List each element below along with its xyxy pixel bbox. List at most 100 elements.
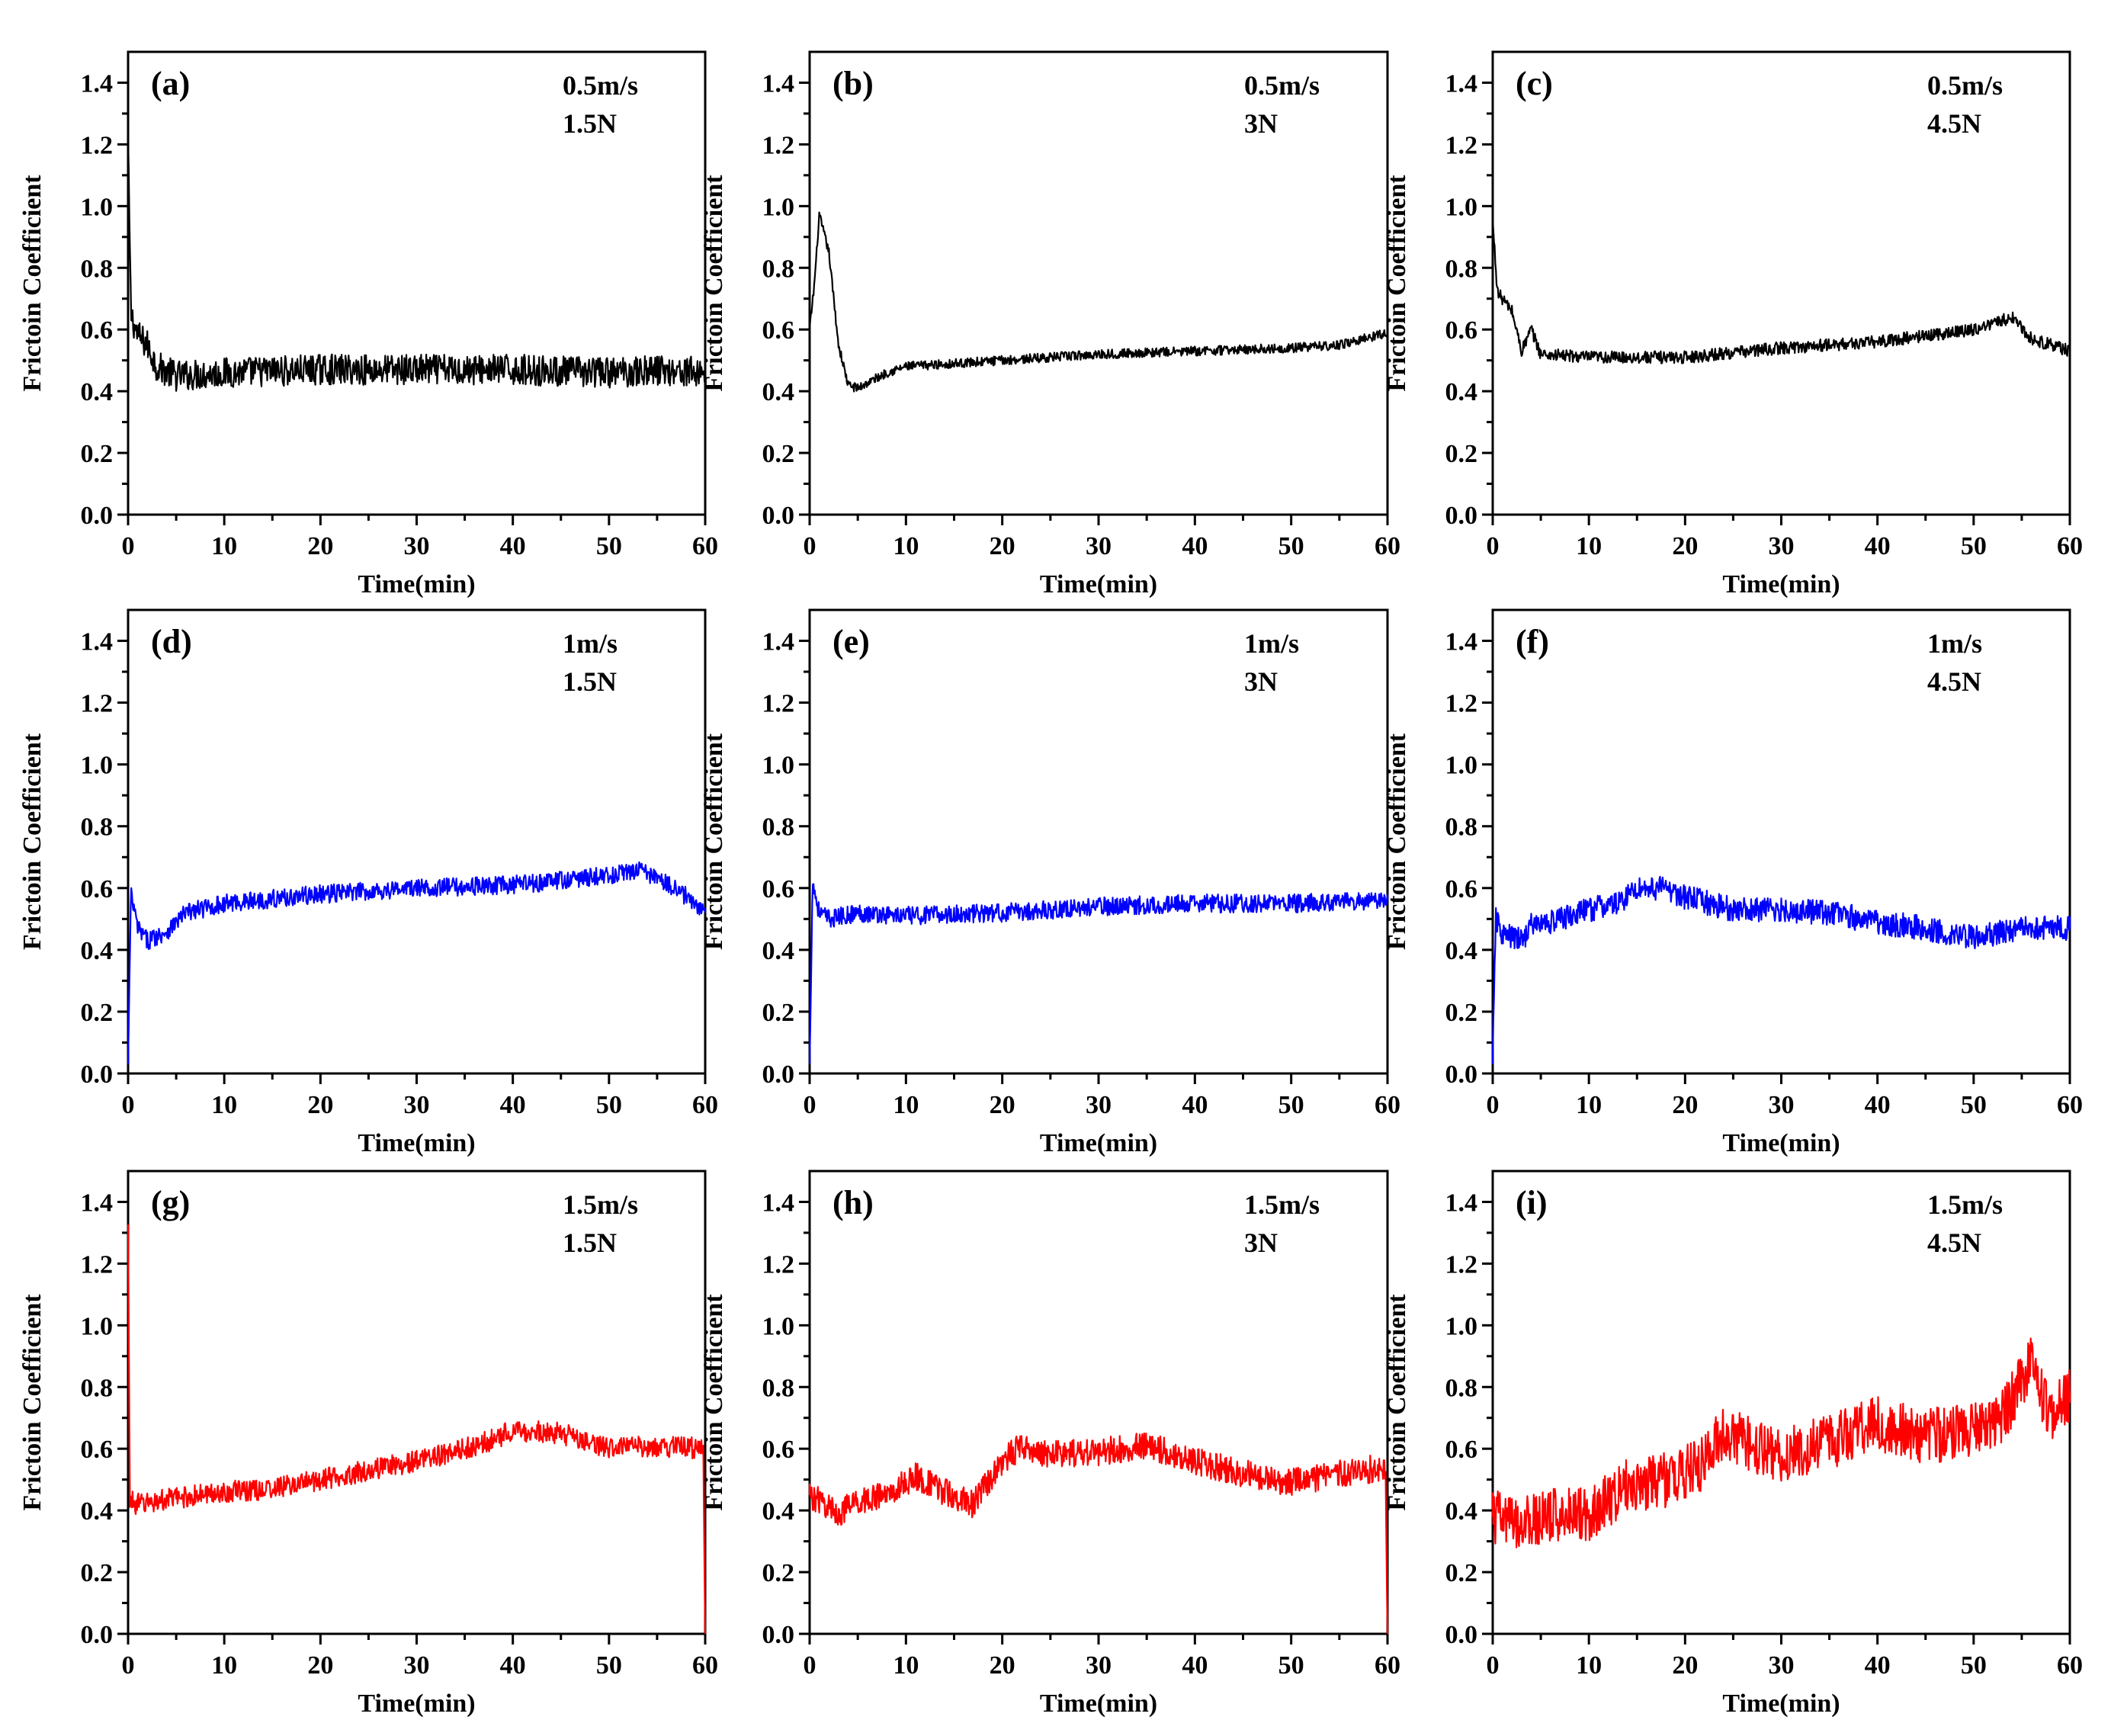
y-tick-label: 1.2: [1445, 690, 1478, 718]
y-tick-label: 1.2: [762, 690, 795, 718]
y-tick-label: 0.6: [762, 875, 795, 903]
x-tick-label: 0: [1487, 1651, 1500, 1680]
y-tick-label: 1.4: [81, 628, 114, 656]
y-tick-label: 0.0: [81, 1061, 114, 1089]
x-tick-label: 30: [1769, 532, 1795, 560]
y-tick-label: 0.2: [762, 1559, 795, 1587]
speed-label: 1m/s: [1244, 628, 1299, 659]
y-tick-label: 0.8: [762, 813, 795, 842]
x-tick-label: 10: [211, 1091, 237, 1119]
load-label: 4.5N: [1927, 666, 1981, 697]
y-tick-label: 0.4: [762, 378, 795, 406]
x-axis-title: Time(min): [1040, 1129, 1157, 1157]
chart-panel-i: 0 10 20 30 40 50 60 0.0 0.2 0.4 0.6 0.8 1.0 1.2 1.4 Tim…: [1383, 1170, 2083, 1718]
chart-panel-a: 0 10 20 30 40 50 60 0.0 0.2 0.4 0.6 0.8 1.0 1.2 1.4 Tim…: [18, 50, 718, 598]
y-axis-title: Frictoin Coefficient: [18, 175, 47, 392]
y-tick-label: 0.6: [81, 316, 114, 345]
load-label: 4.5N: [1927, 108, 1981, 139]
y-axis-title: Frictoin Coefficient: [18, 733, 47, 950]
x-tick-label: 50: [1278, 1091, 1304, 1119]
chart-panel-b: 0 10 20 30 40 50 60 0.0 0.2 0.4 0.6 0.8 1.0 1.2 1.4 Tim…: [700, 50, 1400, 598]
y-tick-label: 1.4: [1445, 69, 1478, 98]
y-tick-label: 0.8: [1445, 1374, 1478, 1402]
y-tick-label: 0.6: [762, 1436, 795, 1464]
y-tick-label: 1.2: [762, 131, 795, 159]
y-tick-label: 1.4: [762, 69, 795, 98]
x-tick-label: 50: [1961, 532, 1987, 560]
x-tick-label: 40: [1182, 532, 1208, 560]
series-line-e: [808, 883, 1389, 1064]
chart-panel-g: 0 10 20 30 40 50 60 0.0 0.2 0.4 0.6 0.8 1.0 1.2 1.4 Tim…: [18, 1170, 718, 1718]
x-axis-title: Time(min): [1722, 1689, 1840, 1718]
y-tick-label: 0.0: [1445, 1621, 1478, 1649]
speed-label: 1.5m/s: [1244, 1189, 1320, 1220]
x-tick-label: 10: [1576, 1091, 1602, 1119]
y-tick-label: 0.4: [1445, 378, 1478, 406]
panel-label: (g): [151, 1184, 190, 1221]
chart-panel-c: 0 10 20 30 40 50 60 0.0 0.2 0.4 0.6 0.8 1.0 1.2 1.4 Tim…: [1383, 50, 2083, 598]
panel-label: (e): [833, 623, 870, 660]
speed-label: 0.5m/s: [1927, 70, 2003, 101]
x-tick-label: 60: [1375, 1091, 1400, 1119]
y-tick-label: 0.4: [762, 937, 795, 965]
chart-panel-h: 0 10 20 30 40 50 60 0.0 0.2 0.4 0.6 0.8 1.0 1.2 1.4 Tim…: [700, 1170, 1400, 1718]
x-tick-label: 10: [211, 1651, 237, 1680]
panel-label: (i): [1516, 1184, 1548, 1221]
chart-panel-e: 0 10 20 30 40 50 60 0.0 0.2 0.4 0.6 0.8 1.0 1.2 1.4 Tim…: [700, 608, 1400, 1157]
x-tick-label: 20: [1672, 532, 1698, 560]
x-tick-label: 0: [1487, 532, 1500, 560]
x-tick-label: 0: [804, 1651, 816, 1680]
x-tick-label: 10: [893, 1091, 919, 1119]
y-tick-label: 0.4: [81, 378, 114, 406]
speed-label: 1m/s: [1927, 628, 1982, 659]
series-line-g: [127, 1224, 707, 1635]
speed-label: 1.5m/s: [1927, 1189, 2003, 1220]
y-axis-title: Frictoin Coefficient: [1383, 175, 1411, 392]
panel-label: (c): [1516, 65, 1553, 102]
plot-frame: [1491, 1170, 2071, 1635]
x-tick-label: 50: [1961, 1651, 1987, 1680]
y-tick-label: 0.6: [81, 875, 114, 903]
y-tick-label: 0.8: [762, 255, 795, 283]
x-tick-label: 60: [1375, 1651, 1400, 1680]
x-tick-label: 50: [596, 1091, 622, 1119]
x-tick-label: 20: [307, 1091, 333, 1119]
x-tick-label: 0: [804, 1091, 816, 1119]
y-tick-label: 1.0: [1445, 752, 1478, 780]
speed-label: 0.5m/s: [563, 70, 638, 101]
x-tick-label: 30: [1769, 1091, 1795, 1119]
series-line-a: [127, 140, 707, 392]
y-tick-label: 1.2: [762, 1250, 795, 1279]
x-tick-label: 20: [990, 1651, 1015, 1680]
x-tick-label: 40: [500, 1091, 526, 1119]
y-tick-label: 0.2: [81, 1559, 114, 1587]
x-tick-label: 50: [596, 532, 622, 560]
x-tick-label: 20: [307, 1651, 333, 1680]
x-tick-label: 0: [1487, 1091, 1500, 1119]
x-tick-label: 50: [1278, 532, 1304, 560]
y-tick-label: 1.0: [81, 752, 114, 780]
y-axis-title: Frictoin Coefficient: [700, 1294, 728, 1511]
y-tick-label: 0.8: [1445, 255, 1478, 283]
load-label: 4.5N: [1927, 1227, 1981, 1258]
panel-label: (d): [151, 623, 192, 660]
y-tick-label: 0.4: [1445, 937, 1478, 965]
x-tick-label: 20: [990, 532, 1015, 560]
y-tick-label: 1.0: [762, 1312, 795, 1340]
y-tick-label: 0.8: [81, 1374, 114, 1402]
x-tick-label: 40: [1865, 532, 1891, 560]
x-tick-label: 60: [2057, 1651, 2083, 1680]
chart-panel-d: 0 10 20 30 40 50 60 0.0 0.2 0.4 0.6 0.8 1.0 1.2 1.4 Tim…: [18, 608, 718, 1157]
series-line-c: [1491, 218, 2071, 364]
x-tick-label: 10: [1576, 532, 1602, 560]
y-tick-label: 0.0: [1445, 1061, 1478, 1089]
x-tick-label: 0: [122, 1651, 135, 1680]
load-label: 3N: [1244, 108, 1278, 139]
x-tick-label: 10: [1576, 1651, 1602, 1680]
y-tick-label: 0.4: [81, 937, 114, 965]
x-tick-label: 30: [1769, 1651, 1795, 1680]
x-tick-label: 60: [2057, 532, 2083, 560]
y-tick-label: 1.0: [81, 1312, 114, 1340]
plot-frame: [808, 50, 1389, 516]
x-tick-label: 10: [893, 532, 919, 560]
